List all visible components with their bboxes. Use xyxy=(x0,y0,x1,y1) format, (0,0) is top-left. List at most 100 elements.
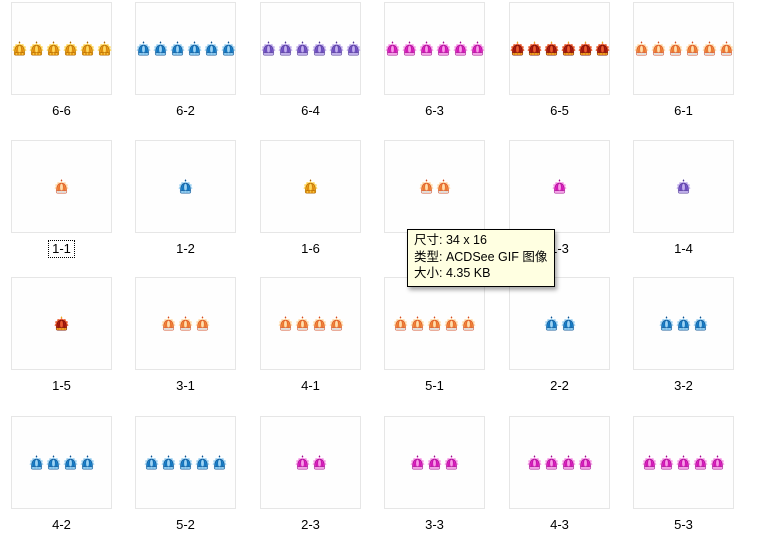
crown-icon xyxy=(560,40,576,55)
thumbnail-item-1-6[interactable] xyxy=(260,140,361,233)
crown-icon xyxy=(345,40,361,55)
file-label[interactable]: 4-2 xyxy=(11,516,112,534)
crown-icon xyxy=(435,178,451,193)
crown-icon xyxy=(45,40,61,55)
file-label-text: 6-5 xyxy=(550,103,569,118)
thumbnail-item-5-3[interactable] xyxy=(633,416,734,509)
thumbnail-item-2-3[interactable] xyxy=(260,416,361,509)
crown-icon xyxy=(328,315,344,330)
crown-row xyxy=(177,178,194,195)
crown-icon xyxy=(384,40,400,55)
thumbnail-item-4-2[interactable] xyxy=(11,416,112,509)
crown-row xyxy=(11,40,113,57)
crown-icon xyxy=(710,454,725,469)
crown-icon xyxy=(435,40,451,55)
crown-row xyxy=(143,454,228,471)
file-label-text: 3-1 xyxy=(176,378,195,393)
crown-row xyxy=(675,178,692,195)
file-label-text: 1-4 xyxy=(674,241,693,256)
file-label[interactable]: 5-3 xyxy=(633,516,734,534)
thumbnail-item-4-1[interactable] xyxy=(260,277,361,370)
thumbnail-item-3-3[interactable] xyxy=(384,416,485,509)
crown-icon xyxy=(577,454,593,469)
crown-row xyxy=(260,40,362,57)
thumbnail-item[interactable] xyxy=(384,140,485,233)
crown-icon xyxy=(469,40,485,55)
file-label[interactable]: 1-1 xyxy=(11,240,112,258)
thumbnail-item-5-1[interactable] xyxy=(384,277,485,370)
crown-row xyxy=(302,178,319,195)
file-info-tooltip: 尺寸: 34 x 16 类型: ACDSee GIF 图像 大小: 4.35 K… xyxy=(407,229,556,287)
file-label[interactable]: 1-6 xyxy=(260,240,361,258)
crown-icon xyxy=(28,40,44,55)
thumbnail-item-1-2[interactable] xyxy=(135,140,236,233)
thumbnail-item-1-3[interactable] xyxy=(509,140,610,233)
thumbnail-item-5-2[interactable] xyxy=(135,416,236,509)
file-label[interactable]: 6-5 xyxy=(509,102,610,120)
thumbnail-item-3-1[interactable] xyxy=(135,277,236,370)
file-label[interactable]: 1-5 xyxy=(11,377,112,395)
file-label[interactable]: 6-4 xyxy=(260,102,361,120)
file-label-text: 1-1 xyxy=(48,240,75,258)
file-label[interactable]: 3-2 xyxy=(633,377,734,395)
file-label[interactable]: 5-1 xyxy=(384,377,485,395)
crown-row xyxy=(160,315,211,332)
crown-icon xyxy=(169,40,185,55)
file-label-text: 1-6 xyxy=(301,241,320,256)
crown-icon xyxy=(509,40,525,55)
crown-icon xyxy=(676,454,691,469)
crown-icon xyxy=(186,40,202,55)
thumbnail-item-6-1[interactable] xyxy=(633,2,734,95)
crown-icon xyxy=(418,40,434,55)
thumbnail-item-4-3[interactable] xyxy=(509,416,610,509)
file-label[interactable]: 6-6 xyxy=(11,102,112,120)
thumbnail-item-6-6[interactable] xyxy=(11,2,112,95)
file-label[interactable]: 6-2 xyxy=(135,102,236,120)
crown-icon xyxy=(212,454,227,469)
file-label[interactable]: 2-3 xyxy=(260,516,361,534)
crown-icon xyxy=(444,315,459,330)
file-label[interactable]: 6-1 xyxy=(633,102,734,120)
thumbnail-item-3-2[interactable] xyxy=(633,277,734,370)
crown-icon xyxy=(178,454,193,469)
thumbnail-item-6-3[interactable] xyxy=(384,2,485,95)
file-label-text: 4-3 xyxy=(550,517,569,532)
file-label[interactable]: 2-2 xyxy=(509,377,610,395)
crown-icon xyxy=(45,454,61,469)
file-label[interactable]: 1-4 xyxy=(633,240,734,258)
tooltip-line-type: 类型: ACDSee GIF 图像 xyxy=(414,249,548,264)
file-label[interactable]: 4-1 xyxy=(260,377,361,395)
file-label[interactable]: 3-3 xyxy=(384,516,485,534)
crown-icon xyxy=(161,454,176,469)
file-label[interactable]: 4-3 xyxy=(509,516,610,534)
thumbnail-item-2-2[interactable] xyxy=(509,277,610,370)
file-label-text: 6-4 xyxy=(301,103,320,118)
file-label[interactable]: 5-2 xyxy=(135,516,236,534)
crown-icon xyxy=(294,40,310,55)
crown-icon xyxy=(135,40,151,55)
crown-icon xyxy=(667,40,683,55)
crown-row xyxy=(294,454,328,471)
crown-icon xyxy=(452,40,468,55)
crown-icon xyxy=(594,40,610,55)
crown-icon xyxy=(79,40,95,55)
thumbnail-item-1-4[interactable] xyxy=(633,140,734,233)
crown-row xyxy=(658,315,709,332)
crown-icon xyxy=(650,40,666,55)
file-label[interactable]: 3-1 xyxy=(135,377,236,395)
crown-row xyxy=(53,315,70,332)
thumbnail-item-1-5[interactable] xyxy=(11,277,112,370)
crown-row xyxy=(409,454,460,471)
thumbnail-item-6-5[interactable] xyxy=(509,2,610,95)
thumbnail-item-1-1[interactable] xyxy=(11,140,112,233)
file-label-text: 1-2 xyxy=(176,241,195,256)
crown-icon xyxy=(693,315,708,330)
file-label-text: 5-2 xyxy=(176,517,195,532)
file-label[interactable]: 1-2 xyxy=(135,240,236,258)
crown-icon xyxy=(552,178,567,193)
crown-icon xyxy=(303,178,318,193)
crown-row xyxy=(641,454,726,471)
thumbnail-item-6-4[interactable] xyxy=(260,2,361,95)
file-label[interactable]: 6-3 xyxy=(384,102,485,120)
thumbnail-item-6-2[interactable] xyxy=(135,2,236,95)
